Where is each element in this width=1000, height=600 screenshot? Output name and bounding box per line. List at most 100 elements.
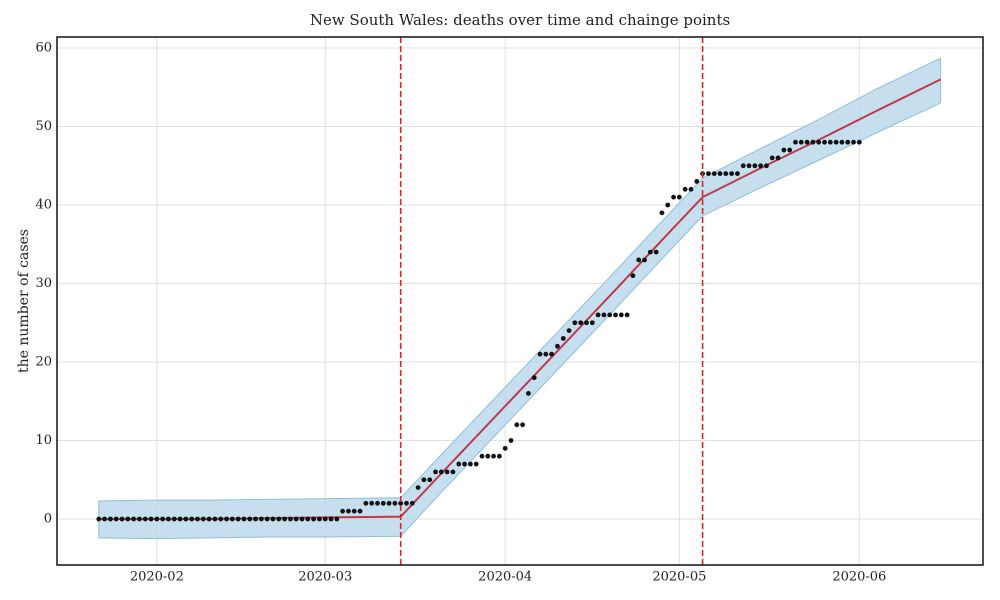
data-point (369, 500, 375, 506)
data-point (102, 516, 108, 522)
data-point (601, 312, 607, 318)
data-point (578, 320, 584, 326)
data-point (589, 320, 595, 326)
data-point (845, 139, 851, 145)
data-point (642, 257, 647, 263)
data-point (183, 516, 189, 522)
y-tick-label: 10 (35, 433, 52, 448)
data-point (409, 500, 415, 506)
y-tick-label: 30 (35, 276, 52, 291)
y-tick-label: 20 (35, 354, 52, 369)
chart-title: New South Wales: deaths over time and ch… (310, 11, 730, 29)
data-point (636, 257, 642, 263)
data-point (526, 390, 531, 396)
data-point (572, 320, 578, 326)
data-point (764, 163, 769, 169)
uncertainty-band (98, 57, 942, 540)
data-point (491, 453, 496, 459)
data-point (827, 139, 833, 145)
data-point (287, 516, 293, 522)
x-tick-label: 2020-02 (130, 570, 184, 585)
data-point (386, 500, 392, 506)
data-point (595, 312, 601, 318)
data-point (502, 445, 508, 451)
data-point (793, 139, 798, 145)
data-point (212, 516, 218, 522)
data-point (729, 171, 735, 176)
data-point (775, 155, 781, 161)
data-point (375, 500, 380, 506)
data-point (584, 320, 589, 326)
data-point (618, 312, 624, 318)
data-point (398, 500, 404, 506)
data-point (496, 453, 502, 459)
data-point (264, 516, 270, 522)
data-point (253, 516, 258, 522)
data-point (322, 516, 328, 522)
data-point (119, 516, 125, 522)
data-point (433, 469, 438, 475)
data-point (229, 516, 235, 522)
data-point (380, 500, 386, 506)
data-point (653, 249, 659, 255)
data-point (717, 171, 723, 176)
data-point (856, 139, 862, 145)
data-point (723, 171, 729, 176)
data-point (340, 508, 346, 514)
data-point (740, 163, 746, 169)
data-point (688, 186, 694, 192)
data-point (711, 171, 717, 176)
data-point (241, 516, 247, 522)
data-point (549, 351, 555, 357)
y-axis-label: the number of cases (16, 229, 32, 373)
data-point (798, 139, 804, 145)
data-point (96, 516, 102, 522)
data-point (206, 516, 212, 522)
plot-frame (56, 36, 984, 566)
data-point (485, 453, 491, 459)
data-point (624, 312, 630, 318)
data-point (421, 477, 427, 483)
data-point (166, 516, 171, 522)
data-point (694, 179, 700, 184)
y-tick-label: 0 (44, 511, 52, 526)
data-point (531, 375, 537, 381)
data-point (682, 186, 688, 192)
data-point (746, 163, 752, 169)
data-point (276, 516, 282, 522)
data-point (357, 508, 363, 514)
data-point (258, 516, 264, 522)
x-tick-label: 2020-06 (832, 570, 886, 585)
data-point (351, 508, 357, 514)
data-point (108, 516, 113, 522)
y-tick-label: 60 (35, 40, 52, 55)
data-point (804, 139, 810, 145)
data-point (247, 516, 253, 522)
data-point (311, 516, 317, 522)
data-point (328, 516, 334, 522)
data-point (781, 147, 787, 153)
data-point (456, 461, 462, 467)
data-point (171, 516, 177, 522)
data-point (438, 469, 444, 475)
data-point (514, 422, 520, 428)
data-point (154, 516, 160, 522)
data-point (427, 477, 433, 483)
data-point (752, 163, 758, 169)
data-point (560, 336, 566, 341)
data-point (346, 508, 351, 514)
x-tick-label: 2020-05 (652, 570, 706, 585)
data-point (520, 422, 526, 428)
data-point (705, 171, 711, 176)
data-point (833, 139, 839, 145)
data-point (613, 312, 618, 318)
data-point (566, 328, 572, 333)
data-point (177, 516, 183, 522)
data-point (142, 516, 148, 522)
data-point (224, 516, 229, 522)
x-tick-label: 2020-03 (298, 570, 352, 585)
data-point (317, 516, 322, 522)
y-tick-label: 40 (35, 197, 52, 212)
data-point (282, 516, 287, 522)
data-point (334, 516, 340, 522)
